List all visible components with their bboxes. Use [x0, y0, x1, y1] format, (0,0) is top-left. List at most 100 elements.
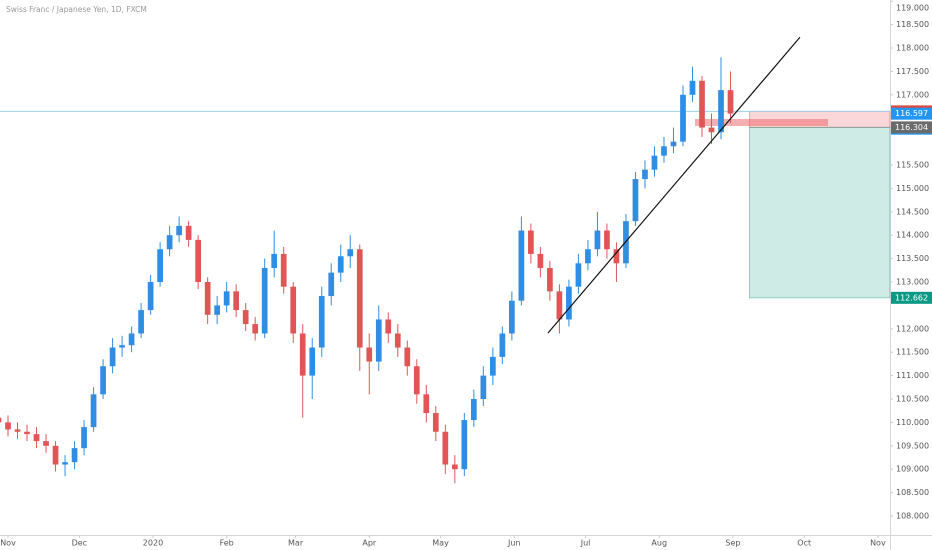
y-tick-label: 118.500 [896, 20, 929, 29]
candle-body [613, 249, 620, 264]
candle-body [594, 230, 601, 250]
x-tick-label: Feb [220, 539, 234, 548]
x-tick-label: Nov [0, 539, 16, 548]
candle-body [385, 319, 392, 334]
candle-body [566, 286, 572, 320]
candle-body [404, 347, 411, 367]
candle-body [185, 225, 192, 240]
last-price-label: 116.597 [895, 109, 928, 118]
trendline [547, 36, 801, 334]
target-label-box [891, 291, 932, 304]
entry-label-box [891, 121, 932, 134]
y-tick-label: 114.000 [896, 231, 929, 240]
y-tick-label: 110.500 [896, 395, 929, 404]
x-tick-label: Sep [725, 539, 740, 548]
candle-body [280, 253, 287, 287]
x-tick-label: Oct [797, 539, 811, 548]
y-tick-label: 118.000 [896, 44, 929, 53]
candle-body [109, 347, 116, 367]
candle-body [119, 345, 125, 348]
candle-body [261, 267, 268, 334]
candle-body [5, 422, 11, 430]
candle-body [14, 429, 21, 432]
candle-body [670, 141, 677, 147]
y-tick-label: 113.500 [896, 254, 929, 263]
last-price-label-box [891, 107, 932, 120]
candle-body [52, 445, 59, 465]
x-tick-label: Aug [651, 539, 667, 548]
candle-body [195, 239, 201, 283]
candle-body [214, 305, 221, 315]
candle-body [157, 249, 163, 283]
entry-label: 116.304 [895, 123, 928, 132]
candle-body [138, 310, 144, 334]
candle-body [33, 434, 40, 442]
candle-body [718, 90, 724, 133]
chart-title: Swiss Franc / Japanese Yen, 1D, FXCM [6, 5, 147, 14]
target-zone [749, 126, 891, 299]
x-tick-label: Jun [507, 539, 521, 548]
candle-body [432, 413, 439, 432]
candle-body [43, 441, 49, 446]
candle-body [394, 333, 401, 348]
candle-body [252, 324, 259, 334]
candle-body [509, 300, 515, 334]
candle-body [661, 146, 667, 156]
candle-body [318, 296, 325, 348]
y-tick-label: 109.000 [896, 465, 929, 474]
y-tick-label: 115.000 [896, 184, 929, 193]
candle-body [708, 127, 715, 133]
candle-body [299, 333, 306, 376]
candle-body [147, 282, 154, 311]
candle-body [451, 464, 458, 470]
candle-body [81, 427, 87, 449]
candle-body [651, 155, 658, 170]
candle-body [547, 267, 553, 292]
candle-body [337, 256, 344, 273]
candle-body [461, 420, 468, 470]
entry-highlight [695, 119, 828, 126]
candle-body [727, 90, 734, 114]
candle-body [642, 169, 648, 180]
y-tick-label: 117.500 [896, 67, 929, 76]
x-tick-label: Apr [362, 539, 377, 548]
candle-body [242, 310, 249, 325]
candle-body [223, 291, 230, 306]
candle-body [585, 249, 591, 264]
y-tick-label: 108.000 [896, 511, 929, 520]
y-tick-label: 114.500 [896, 207, 929, 216]
y-tick-label: 109.500 [896, 441, 929, 450]
x-tick-label: Nov [870, 539, 886, 548]
candle-body [537, 253, 544, 268]
y-tick-label: 111.000 [896, 371, 929, 380]
candle-body [366, 347, 373, 362]
y-tick-label: 119.000 [896, 4, 929, 13]
x-tick-label: Jul [580, 539, 591, 548]
candle-body [176, 225, 182, 236]
candle-body [499, 333, 506, 357]
y-tick-label: 110.000 [896, 418, 929, 427]
candle-body [556, 291, 563, 320]
candle-body [632, 179, 639, 222]
candle-body [413, 366, 420, 395]
candle-body [490, 356, 496, 376]
x-tick-label: 2020 [143, 539, 163, 548]
candle-body [271, 253, 278, 268]
x-tick-label: May [432, 539, 449, 548]
y-tick-label: 108.500 [896, 488, 929, 497]
candle-body [290, 286, 297, 334]
candle-body [90, 394, 97, 428]
y-tick-label: 117.000 [896, 90, 929, 99]
candle-body [24, 431, 30, 435]
candle-body [423, 394, 430, 414]
candle-body [100, 366, 106, 395]
candle-body [528, 230, 534, 254]
candle-body [689, 80, 696, 95]
candle-body [328, 272, 335, 297]
candle-body [347, 249, 354, 257]
y-tick-label: 113.000 [896, 278, 929, 287]
candle-body [71, 448, 78, 463]
candle-body [699, 80, 705, 128]
candle-body [518, 230, 525, 301]
